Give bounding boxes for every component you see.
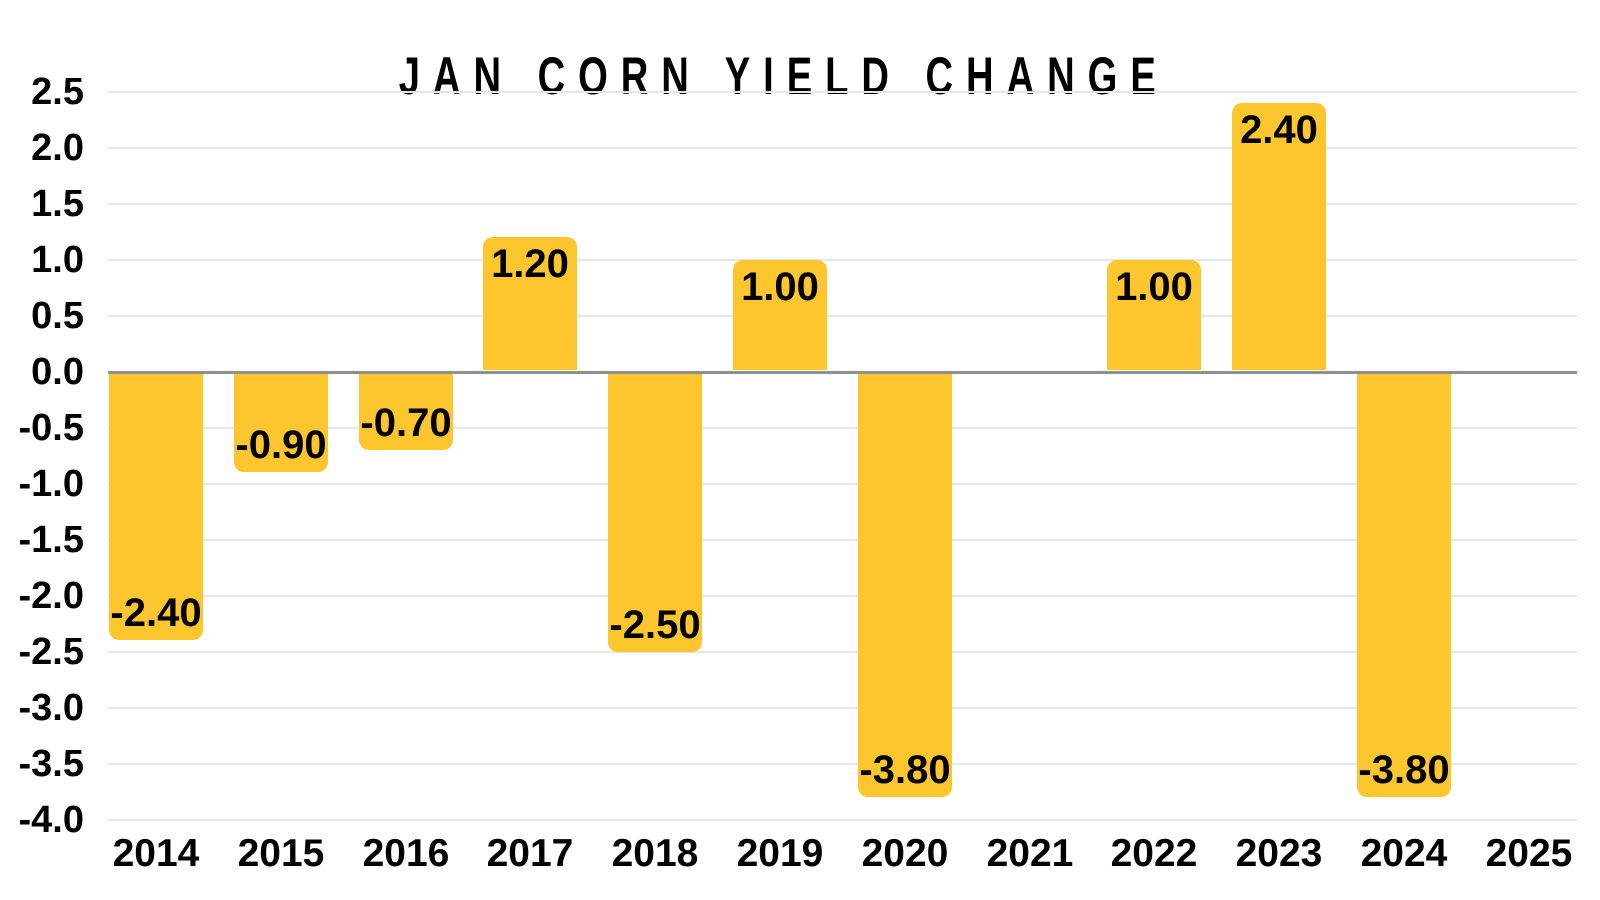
bar-2017 <box>483 237 577 370</box>
gridline <box>108 707 1577 709</box>
y-axis-tick-label: 1.5 <box>31 183 84 225</box>
x-axis-label-2022: 2022 <box>1110 832 1198 875</box>
x-axis-label-2017: 2017 <box>486 832 574 875</box>
bar-2015 <box>234 374 328 472</box>
gridline <box>108 147 1577 149</box>
x-axis-label-2015: 2015 <box>237 832 325 875</box>
bar-value-label-2016: -0.70 <box>360 401 452 445</box>
zero-axis-line <box>108 371 1577 374</box>
y-axis-tick-label: -1.5 <box>18 519 84 561</box>
y-axis-tick-label: -1.0 <box>18 463 84 505</box>
bar-2024 <box>1357 374 1451 797</box>
bar-2016 <box>359 374 453 450</box>
gridline <box>108 539 1577 541</box>
gridline <box>108 819 1577 821</box>
bar-2022 <box>1107 260 1201 370</box>
bar-2019 <box>733 260 827 370</box>
bar-2018 <box>608 374 702 652</box>
x-axis-label-2016: 2016 <box>362 832 450 875</box>
x-axis-label-2018: 2018 <box>611 832 699 875</box>
y-axis-tick-label: -2.5 <box>18 631 84 673</box>
chart-title: JAN CORN YIELD CHANGE <box>0 50 1568 103</box>
bar-value-label-2014: -2.40 <box>110 591 202 635</box>
x-axis-label-2014: 2014 <box>112 832 200 875</box>
gridline <box>108 595 1577 597</box>
y-axis-tick-label: 2.0 <box>31 127 84 169</box>
x-axis-label-2024: 2024 <box>1360 832 1448 875</box>
chart-title-text: JAN CORN YIELD CHANGE <box>398 47 1170 106</box>
bar-value-label-2024: -3.80 <box>1358 748 1450 792</box>
y-axis-tick-label: -2.0 <box>18 575 84 617</box>
gridline <box>108 483 1577 485</box>
y-axis-tick-label: 0.0 <box>31 351 84 393</box>
y-axis-tick-label: -0.5 <box>18 407 84 449</box>
gridline <box>108 259 1577 261</box>
y-axis-tick-label: 2.5 <box>31 71 84 113</box>
x-axis-label-2025: 2025 <box>1485 832 1573 875</box>
gridline <box>108 91 1577 93</box>
bar-value-label-2018: -2.50 <box>609 603 701 647</box>
bar-value-label-2022: 1.00 <box>1115 265 1193 309</box>
gridline <box>108 763 1577 765</box>
y-axis-tick-label: -4.0 <box>18 799 84 841</box>
x-axis-label-2019: 2019 <box>736 832 824 875</box>
bar-value-label-2019: 1.00 <box>741 265 819 309</box>
gridline <box>108 427 1577 429</box>
x-axis-label-2021: 2021 <box>986 832 1074 875</box>
x-axis-label-2020: 2020 <box>861 832 949 875</box>
bar-2020 <box>858 374 952 797</box>
gridline <box>108 315 1577 317</box>
gridline <box>108 203 1577 205</box>
bar-2023 <box>1232 103 1326 370</box>
bar-2014 <box>109 374 203 640</box>
gridline <box>108 651 1577 653</box>
y-axis-tick-label: 0.5 <box>31 295 84 337</box>
y-axis-tick-label: 1.0 <box>31 239 84 281</box>
bar-value-label-2020: -3.80 <box>859 748 951 792</box>
bar-value-label-2017: 1.20 <box>491 242 569 286</box>
x-axis-label-2023: 2023 <box>1235 832 1323 875</box>
y-axis-tick-label: -3.5 <box>18 743 84 785</box>
bar-value-label-2023: 2.40 <box>1240 108 1318 152</box>
y-axis-tick-label: -3.0 <box>18 687 84 729</box>
bar-value-label-2015: -0.90 <box>235 423 327 467</box>
